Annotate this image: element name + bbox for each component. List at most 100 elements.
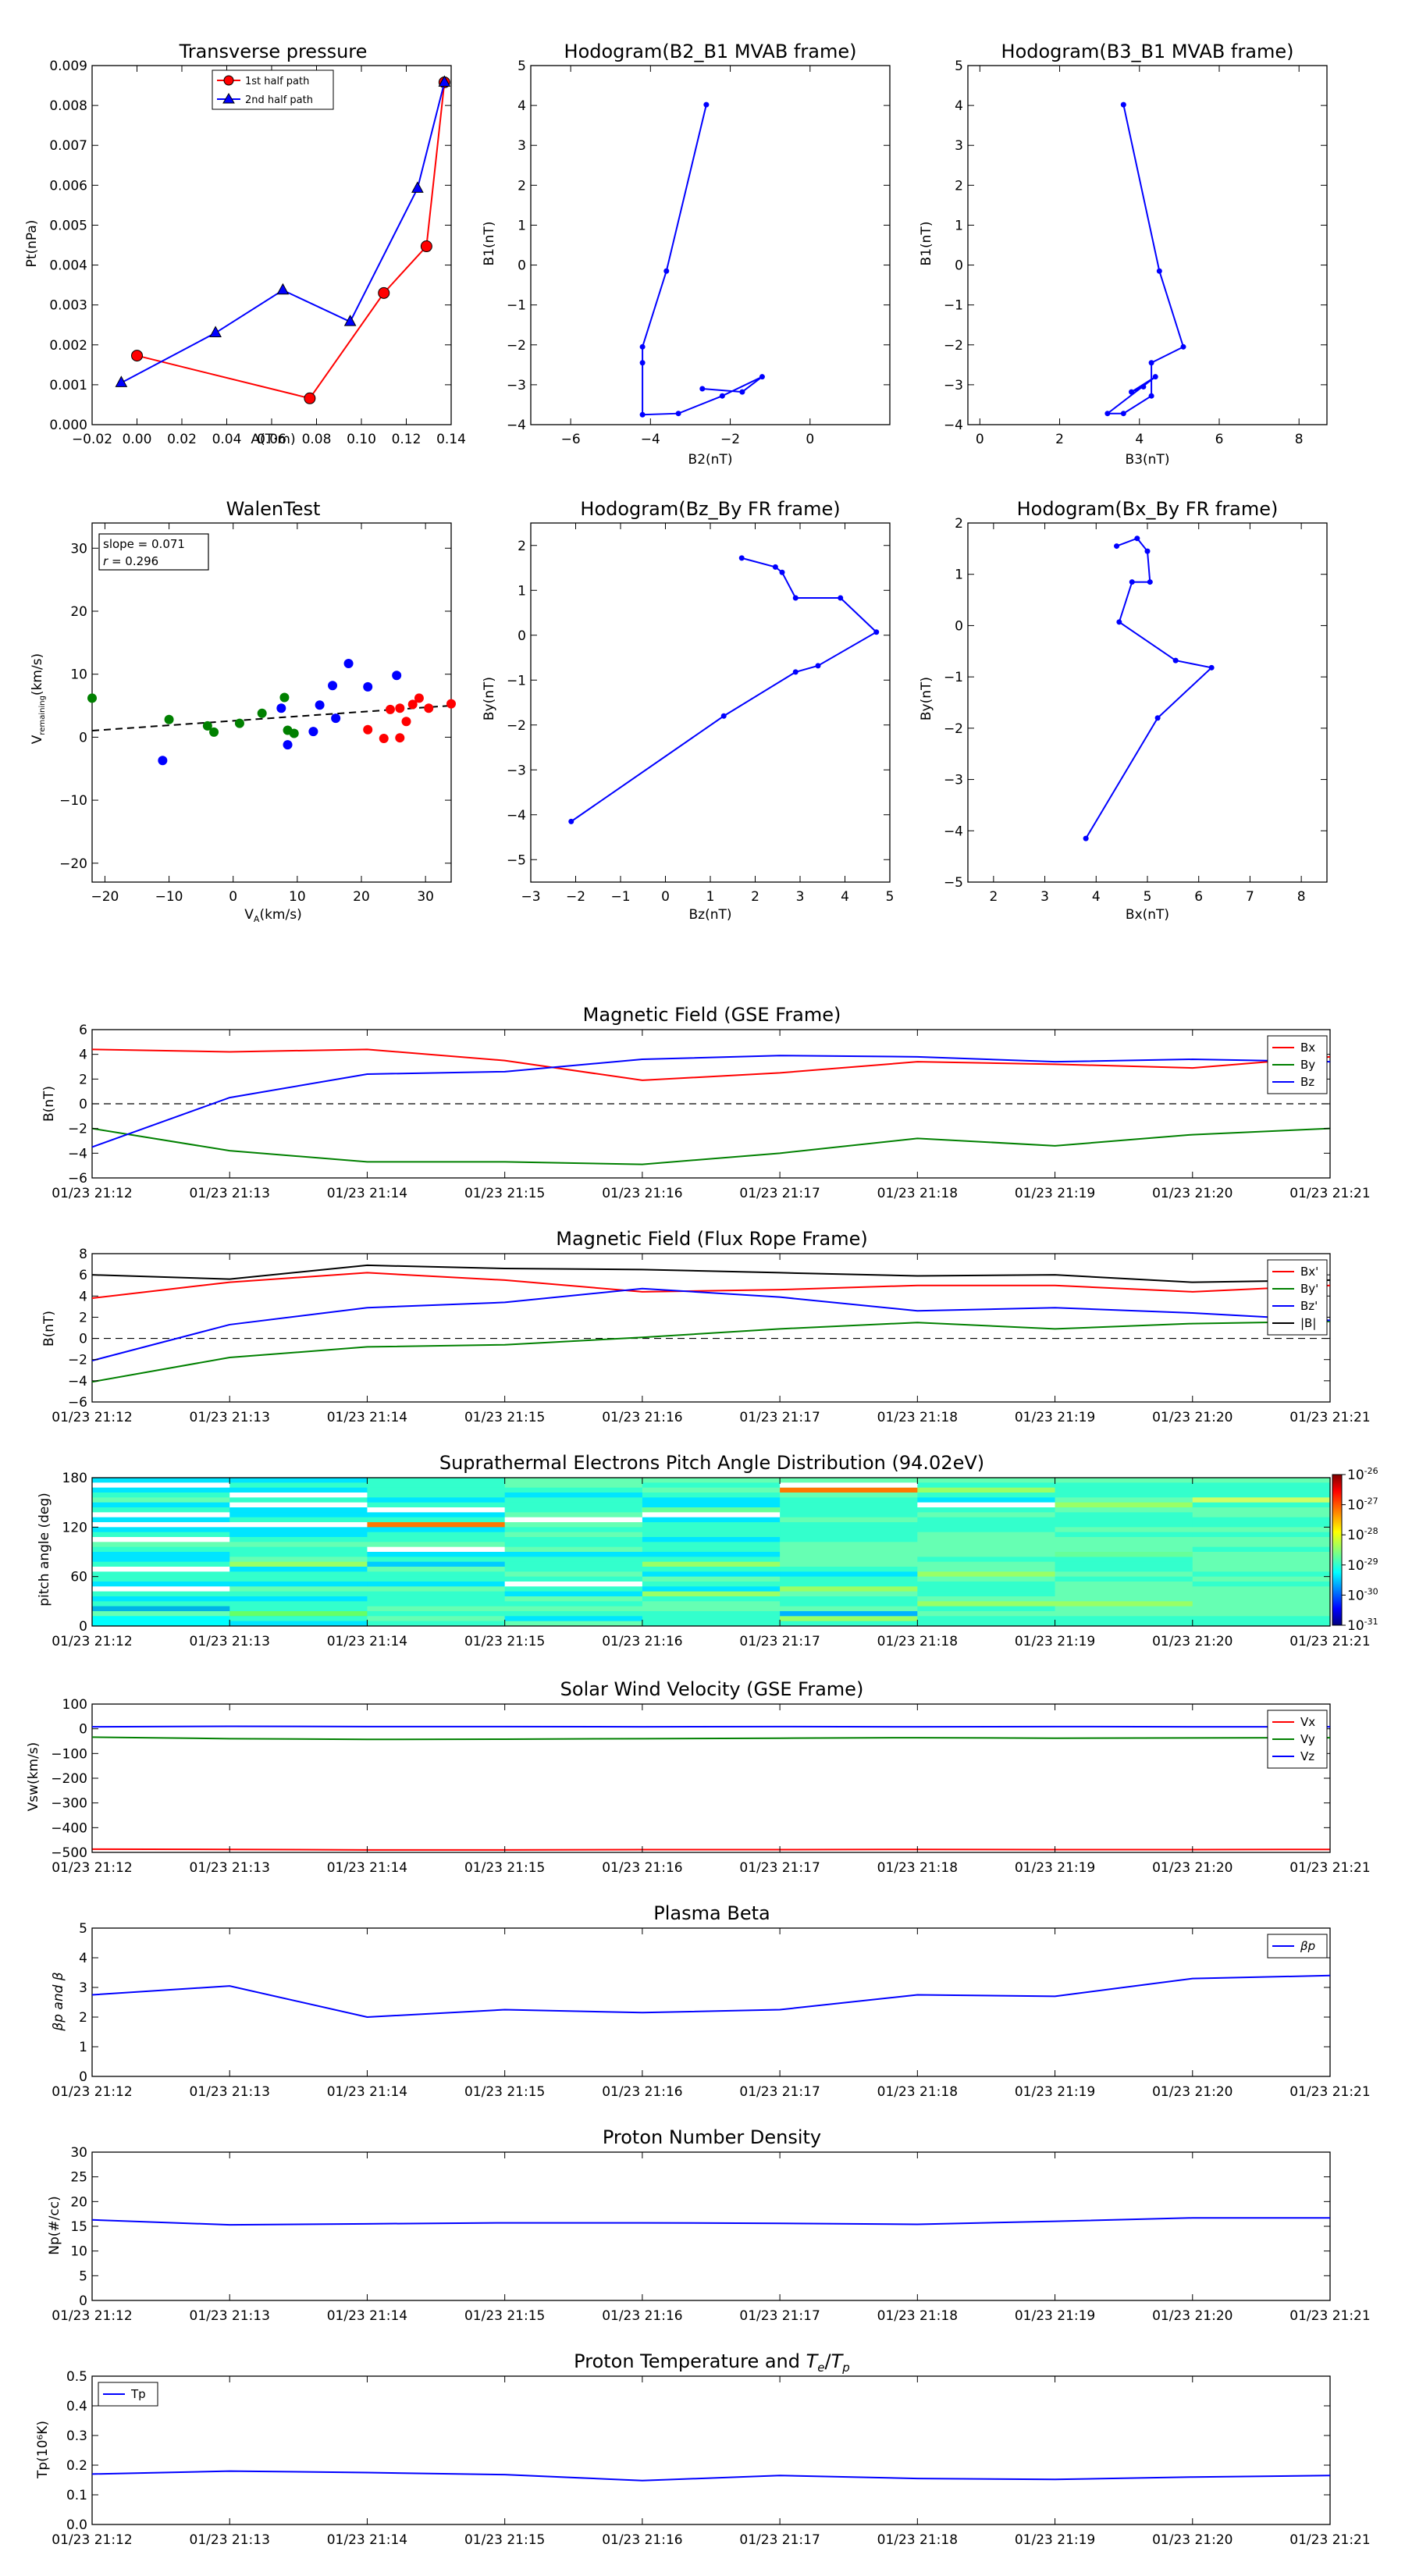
scatter-point	[395, 733, 405, 743]
time-tick-label: 01/23 21:18	[877, 1186, 958, 1201]
y-tick-label: 2	[79, 1310, 87, 1325]
plot-area: 0 1 2 3 4 5 01/23 21:12 01/23 21:13 01/23 21:14 0…	[52, 1921, 1370, 2100]
y-tick-label: 0	[79, 2293, 87, 2309]
y-tick-label: 20	[70, 604, 87, 620]
heatmap-cell	[917, 1586, 1056, 1592]
heatmap-cell	[1055, 1493, 1193, 1498]
y-axis-label: Np(#/cc)	[47, 2196, 62, 2254]
data-point	[699, 386, 706, 392]
y-tick-label: 2	[518, 178, 526, 194]
y-tick-label: 0	[518, 258, 526, 274]
y-tick-label: 1	[955, 218, 963, 233]
axes-frame	[530, 65, 891, 425]
heatmap-cell	[1055, 1542, 1193, 1548]
x-tick-label: 10	[289, 889, 306, 905]
heatmap-cell	[229, 1527, 368, 1533]
scatter-point	[424, 703, 434, 713]
heatmap-cell	[917, 1542, 1056, 1548]
heatmap-cell	[1192, 1527, 1331, 1533]
heatmap-cell	[780, 1611, 918, 1617]
heatmap-cell	[780, 1567, 918, 1572]
heatmap-cell	[504, 1542, 643, 1548]
data-point	[1134, 535, 1140, 542]
time-tick-label: 01/23 21:16	[602, 1410, 682, 1425]
heatmap-cell	[504, 1596, 643, 1602]
heatmap-cell	[917, 1507, 1056, 1513]
heatmap-cell	[504, 1606, 643, 1612]
heatmap-cell	[642, 1582, 781, 1587]
heatmap-cell	[1055, 1601, 1193, 1607]
heatmap-cell	[229, 1576, 368, 1582]
y-tick-label: 0.009	[49, 59, 87, 74]
heatmap-cell	[229, 1517, 368, 1523]
data-point	[1154, 715, 1161, 721]
scatter-point	[363, 724, 373, 735]
heatmap-cell	[780, 1507, 918, 1513]
scatter-point	[308, 727, 318, 737]
data-point	[779, 569, 785, 575]
heatmap-cell	[229, 1621, 368, 1627]
y-tick-label: 20	[70, 2194, 87, 2210]
plot-area: −4 −3 −2 −1 0 1 2 3 4 5 −6 −4 −2 0	[507, 59, 891, 447]
heatmap-cell	[642, 1576, 781, 1582]
y-tick-label: 0.000	[49, 418, 87, 433]
legend: βp	[1267, 1934, 1328, 1959]
y-tick-label: 0.002	[49, 338, 87, 354]
y-axis-label: B1(nT)	[919, 222, 934, 266]
heatmap-cell	[1055, 1552, 1193, 1557]
heatmap-cell	[367, 1482, 506, 1489]
y-tick-label: −2	[68, 1122, 87, 1137]
y-axis-label: B(nT)	[41, 1086, 57, 1122]
data-point	[639, 360, 646, 366]
legend-label: Bz'	[1300, 1299, 1318, 1313]
x-axis-label: Bz(nT)	[688, 907, 731, 923]
heatmap-cell	[1192, 1537, 1331, 1542]
time-tick-label: 01/23 21:18	[877, 2084, 958, 2100]
heatmap-cell	[367, 1611, 506, 1617]
x-tick-label: 7	[1246, 889, 1254, 905]
heatmap-cell	[367, 1478, 506, 1483]
x-tick-label: 0.08	[302, 432, 332, 447]
chart-title: WalenTest	[226, 498, 321, 520]
heatmap-cell	[92, 1582, 230, 1587]
heatmap-cell	[780, 1497, 918, 1503]
series-line-bz	[91, 1287, 1331, 1362]
heatmap-cell	[642, 1546, 781, 1553]
series-line-vy	[91, 1736, 1331, 1741]
scatter-point	[257, 708, 267, 718]
data-point	[1140, 383, 1147, 390]
proton-temperature-chart: Proton Temperature and Te/Tp 0.00.10.20.…	[35, 2350, 1371, 2548]
series-line-bz	[91, 1055, 1331, 1148]
y-axis-label: pitch angle (deg)	[37, 1493, 52, 1606]
heatmap-cell	[1055, 1517, 1193, 1523]
heatmap-cell	[367, 1606, 506, 1612]
axes-frame	[91, 522, 452, 883]
chart-title: Magnetic Field (Flux Rope Frame)	[556, 1228, 867, 1250]
annotation-box: slope = 0.071 r = 0.296	[98, 533, 209, 571]
heatmap-cell	[1055, 1582, 1193, 1587]
time-tick-label: 01/23 21:13	[190, 1410, 270, 1425]
heatmap-cell	[780, 1542, 918, 1548]
legend: Bx' By' Bz' |B|	[1267, 1259, 1328, 1336]
legend-label: Tp	[130, 2387, 146, 2401]
heatmap-cell	[504, 1616, 643, 1622]
data-point	[1104, 411, 1111, 417]
y-tick-label: 0	[79, 730, 87, 745]
y-tick-label: −5	[507, 852, 526, 868]
y-tick-label: 30	[70, 541, 87, 557]
plot-area: −20 −10 0 10 20 30 −20 −10 0 10 20 30	[59, 522, 456, 905]
heatmap-cell	[917, 1497, 1056, 1503]
series-line-p	[91, 1974, 1331, 2019]
heatmap-cell	[1055, 1557, 1193, 1563]
time-tick-label: 01/23 21:15	[464, 1410, 545, 1425]
x-tick-label: −2	[566, 889, 585, 905]
heatmap-cell	[917, 1487, 1056, 1493]
heatmap-cell	[92, 1552, 230, 1557]
x-tick-label: −4	[641, 432, 660, 447]
heatmap-cell	[92, 1537, 230, 1542]
time-tick-label: 01/23 21:12	[52, 1410, 132, 1425]
scatter-point	[164, 714, 174, 724]
y-tick-label: −4	[944, 824, 963, 839]
scatter-point	[401, 717, 411, 727]
heatmap-cell	[1192, 1478, 1331, 1483]
